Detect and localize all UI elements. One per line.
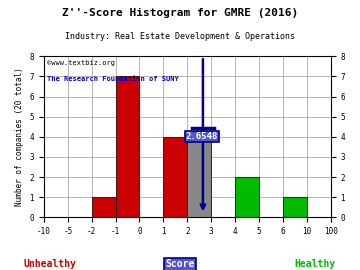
Y-axis label: Number of companies (20 total): Number of companies (20 total) <box>15 68 24 206</box>
Text: Z''-Score Histogram for GMRE (2016): Z''-Score Histogram for GMRE (2016) <box>62 8 298 18</box>
Text: Healthy: Healthy <box>294 259 336 269</box>
Bar <box>235 177 259 217</box>
Bar <box>283 197 307 217</box>
Text: The Research Foundation of SUNY: The Research Foundation of SUNY <box>47 76 179 82</box>
Bar <box>163 137 187 217</box>
Text: 2.6548: 2.6548 <box>186 132 218 141</box>
Text: Industry: Real Estate Development & Operations: Industry: Real Estate Development & Oper… <box>65 32 295 41</box>
Text: Score: Score <box>165 259 195 269</box>
Bar <box>187 137 211 217</box>
Bar <box>116 76 139 217</box>
Text: ©www.textbiz.org: ©www.textbiz.org <box>47 59 115 66</box>
Text: Unhealthy: Unhealthy <box>24 259 77 269</box>
Bar <box>92 197 116 217</box>
